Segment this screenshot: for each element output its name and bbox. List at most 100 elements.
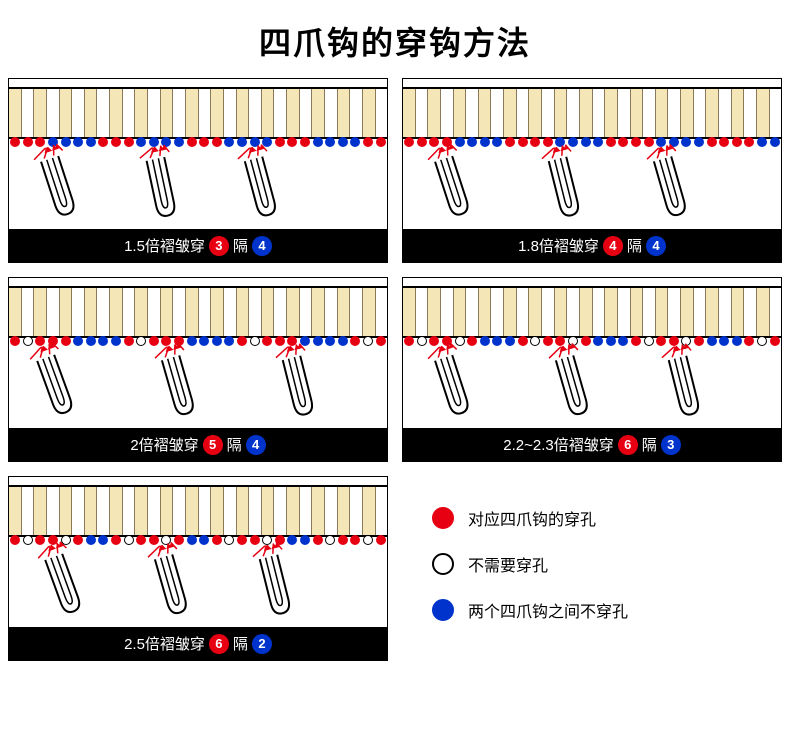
hole-dot xyxy=(73,137,83,147)
hole-dot xyxy=(757,137,767,147)
tape-slot xyxy=(97,485,110,537)
tape-slot xyxy=(643,286,656,338)
hole-dot xyxy=(593,137,603,147)
tape-slot xyxy=(719,87,732,139)
hole-dot xyxy=(212,336,222,346)
count-badge-blue: 4 xyxy=(246,435,266,455)
hole-dot xyxy=(275,137,285,147)
hole-dot xyxy=(250,535,260,545)
hole-dot xyxy=(111,535,121,545)
tape-slot xyxy=(466,286,479,338)
caption-prefix: 1.5倍褶皱穿 xyxy=(124,235,205,256)
hook-icon xyxy=(24,147,74,225)
hole-dot xyxy=(149,535,159,545)
hole-dot xyxy=(719,336,729,346)
hole-dot xyxy=(98,535,108,545)
count-badge-red: 4 xyxy=(603,236,623,256)
diagram-area xyxy=(403,79,781,229)
tape-slot xyxy=(466,87,479,139)
hole-dot xyxy=(744,336,754,346)
hole-dot xyxy=(35,535,45,545)
tape-slot xyxy=(517,87,530,139)
hole-dot xyxy=(618,336,628,346)
hole-dot xyxy=(376,137,386,147)
hole-dot xyxy=(199,535,209,545)
hole-dot xyxy=(224,535,234,545)
legend-row: 不需要穿孔 xyxy=(432,552,772,576)
hole-dot xyxy=(124,535,134,545)
hook-icon xyxy=(20,346,70,424)
hole-dot xyxy=(543,137,553,147)
hole-dot xyxy=(707,137,717,147)
tape-slot xyxy=(350,286,363,338)
hole-dot xyxy=(593,336,603,346)
tape-slot xyxy=(454,286,467,338)
tape-slot xyxy=(72,87,85,139)
tape-slot xyxy=(161,485,174,537)
tape-slot xyxy=(135,87,148,139)
curtain-tape xyxy=(9,87,387,139)
panel-caption: 2.2~2.3倍褶皱穿 6 隔 3 xyxy=(403,428,781,461)
hole-dot xyxy=(300,137,310,147)
panel: 2.2~2.3倍褶皱穿 6 隔 3 xyxy=(402,277,782,462)
tape-slot xyxy=(593,286,606,338)
tape-slot xyxy=(732,87,745,139)
tape-slot xyxy=(732,286,745,338)
hole-dot xyxy=(73,336,83,346)
hole-dot xyxy=(363,535,373,545)
legend-dot xyxy=(432,507,454,529)
tape-slot xyxy=(454,87,467,139)
hole-dot xyxy=(644,137,654,147)
curtain-tape xyxy=(9,485,387,537)
hole-dot xyxy=(694,137,704,147)
hole-dot xyxy=(530,336,540,346)
tape-slot xyxy=(123,87,136,139)
hole-dot xyxy=(136,137,146,147)
hooks-layer xyxy=(9,147,387,229)
tape-slot xyxy=(441,87,454,139)
hook-icon xyxy=(138,545,188,623)
tape-slot xyxy=(491,286,504,338)
tape-slot xyxy=(350,87,363,139)
tape-slot xyxy=(580,286,593,338)
tape-slot xyxy=(403,87,416,139)
hole-dot xyxy=(224,336,234,346)
hole-dot xyxy=(404,336,414,346)
tape-slot xyxy=(148,286,161,338)
tape-slot xyxy=(47,286,60,338)
panel-caption: 1.5倍褶皱穿 3 隔 4 xyxy=(9,229,387,262)
tape-slot xyxy=(287,286,300,338)
tape-slot xyxy=(47,87,60,139)
tape-slot xyxy=(173,286,186,338)
tape-slot xyxy=(694,87,707,139)
tape-slot xyxy=(211,485,224,537)
hole-dot xyxy=(338,137,348,147)
hole-dot xyxy=(429,137,439,147)
hole-dot xyxy=(212,137,222,147)
tape-slot xyxy=(85,485,98,537)
tape-slot xyxy=(668,286,681,338)
hole-dot xyxy=(86,535,96,545)
hook-icon xyxy=(532,147,582,225)
hole-dot xyxy=(480,336,490,346)
tape-slot xyxy=(338,87,351,139)
hole-dot xyxy=(467,336,477,346)
tape-slot xyxy=(593,87,606,139)
hole-dot xyxy=(275,336,285,346)
hole-dot xyxy=(417,137,427,147)
panel-caption: 1.8倍褶皱穿 4 隔 4 xyxy=(403,229,781,262)
tape-slot xyxy=(694,286,707,338)
tape-slot xyxy=(376,286,387,338)
tape-slot xyxy=(325,87,338,139)
tape-slot xyxy=(249,286,262,338)
tape-slot xyxy=(325,286,338,338)
hole-dot xyxy=(376,336,386,346)
hole-dot xyxy=(480,137,490,147)
hook-icon xyxy=(130,147,180,225)
tape-slot xyxy=(555,87,568,139)
legend-row: 对应四爪钩的穿孔 xyxy=(432,506,772,530)
diagram-area xyxy=(9,278,387,428)
tape-slot xyxy=(211,87,224,139)
tape-slot xyxy=(173,485,186,537)
tape-slot xyxy=(148,87,161,139)
